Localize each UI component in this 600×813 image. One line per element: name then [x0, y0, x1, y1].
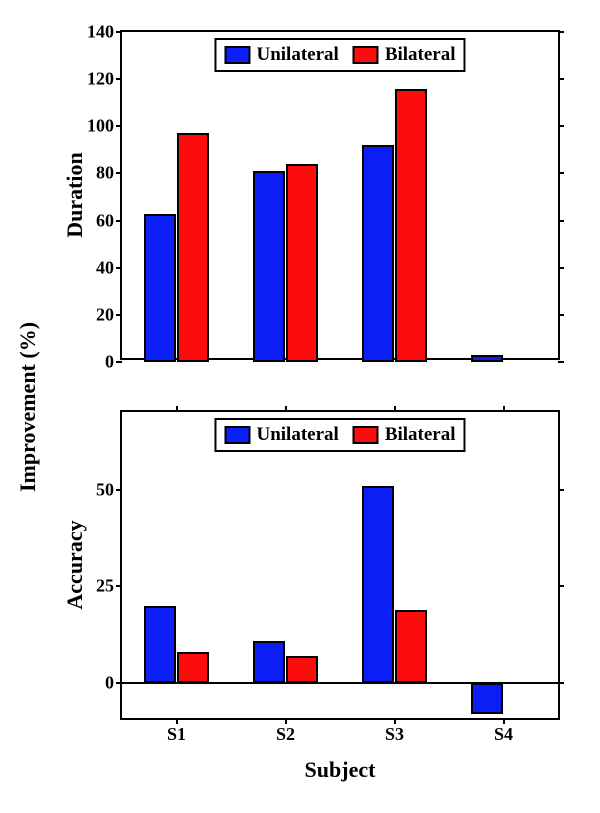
bar-unilateral	[362, 486, 395, 684]
bar-unilateral	[144, 606, 177, 684]
legend-swatch-unilateral	[224, 46, 250, 64]
y-axis-label-shared: Improvement (%)	[15, 321, 41, 491]
legend-duration: Unilateral Bilateral	[214, 38, 465, 72]
bar-unilateral	[144, 214, 177, 363]
bar-bilateral	[286, 164, 319, 362]
x-tick-label: S3	[385, 718, 404, 745]
x-axis-label: Subject	[305, 757, 376, 783]
legend-label-unilateral: Unilateral	[256, 424, 338, 446]
y-axis-label-accuracy: Accuracy	[62, 520, 88, 609]
y-tick-label: 140	[87, 22, 122, 43]
y-tick	[558, 682, 564, 684]
plot-area-duration: Unilateral Bilateral 020406080100120140	[120, 30, 560, 360]
y-tick	[558, 78, 564, 80]
bar-bilateral	[286, 656, 319, 683]
figure: Improvement (%) Duration Unilateral Bila…	[0, 0, 600, 813]
legend-item-unilateral: Unilateral	[224, 44, 338, 66]
panel-duration: Unilateral Bilateral 020406080100120140	[120, 30, 560, 360]
x-tick	[394, 406, 396, 412]
legend-label-bilateral: Bilateral	[385, 44, 456, 66]
bar-bilateral	[177, 652, 210, 683]
y-axis-label-duration: Duration	[62, 152, 88, 238]
legend-swatch-unilateral	[224, 426, 250, 444]
bar-bilateral	[395, 610, 428, 684]
y-tick-label: 80	[96, 163, 122, 184]
legend-swatch-bilateral	[353, 426, 379, 444]
y-tick	[558, 361, 564, 363]
y-tick-label: 100	[87, 116, 122, 137]
x-tick-label: S4	[494, 718, 513, 745]
y-tick-label: 40	[96, 257, 122, 278]
plot-area-accuracy: Unilateral Bilateral 02550S1S2S3S4	[120, 410, 560, 720]
bar-unilateral	[362, 145, 395, 362]
y-tick-label: 0	[105, 673, 122, 694]
y-tick	[558, 31, 564, 33]
x-tick	[285, 406, 287, 412]
legend-item-bilateral: Bilateral	[353, 44, 456, 66]
bar-unilateral	[471, 683, 504, 714]
y-tick-label: 0	[105, 352, 122, 373]
legend-label-bilateral: Bilateral	[385, 424, 456, 446]
legend-item-unilateral: Unilateral	[224, 424, 338, 446]
x-tick	[176, 406, 178, 412]
y-tick	[558, 267, 564, 269]
y-tick	[558, 314, 564, 316]
y-tick-label: 120	[87, 69, 122, 90]
y-tick	[558, 172, 564, 174]
panel-accuracy: Unilateral Bilateral 02550S1S2S3S4	[120, 410, 560, 720]
legend-accuracy: Unilateral Bilateral	[214, 418, 465, 452]
x-tick-label: S2	[276, 718, 295, 745]
bar-unilateral	[471, 355, 504, 362]
y-tick	[558, 585, 564, 587]
bar-bilateral	[395, 89, 428, 362]
y-tick	[558, 125, 564, 127]
legend-item-bilateral: Bilateral	[353, 424, 456, 446]
y-tick	[558, 220, 564, 222]
y-tick-label: 20	[96, 304, 122, 325]
y-tick-label: 60	[96, 210, 122, 231]
y-tick-label: 50	[96, 479, 122, 500]
legend-swatch-bilateral	[353, 46, 379, 64]
bar-unilateral	[253, 171, 286, 362]
y-tick	[558, 489, 564, 491]
bar-bilateral	[177, 133, 210, 362]
bar-unilateral	[253, 641, 286, 684]
y-tick-label: 25	[96, 576, 122, 597]
x-tick-label: S1	[167, 718, 186, 745]
x-tick	[503, 406, 505, 412]
legend-label-unilateral: Unilateral	[256, 44, 338, 66]
